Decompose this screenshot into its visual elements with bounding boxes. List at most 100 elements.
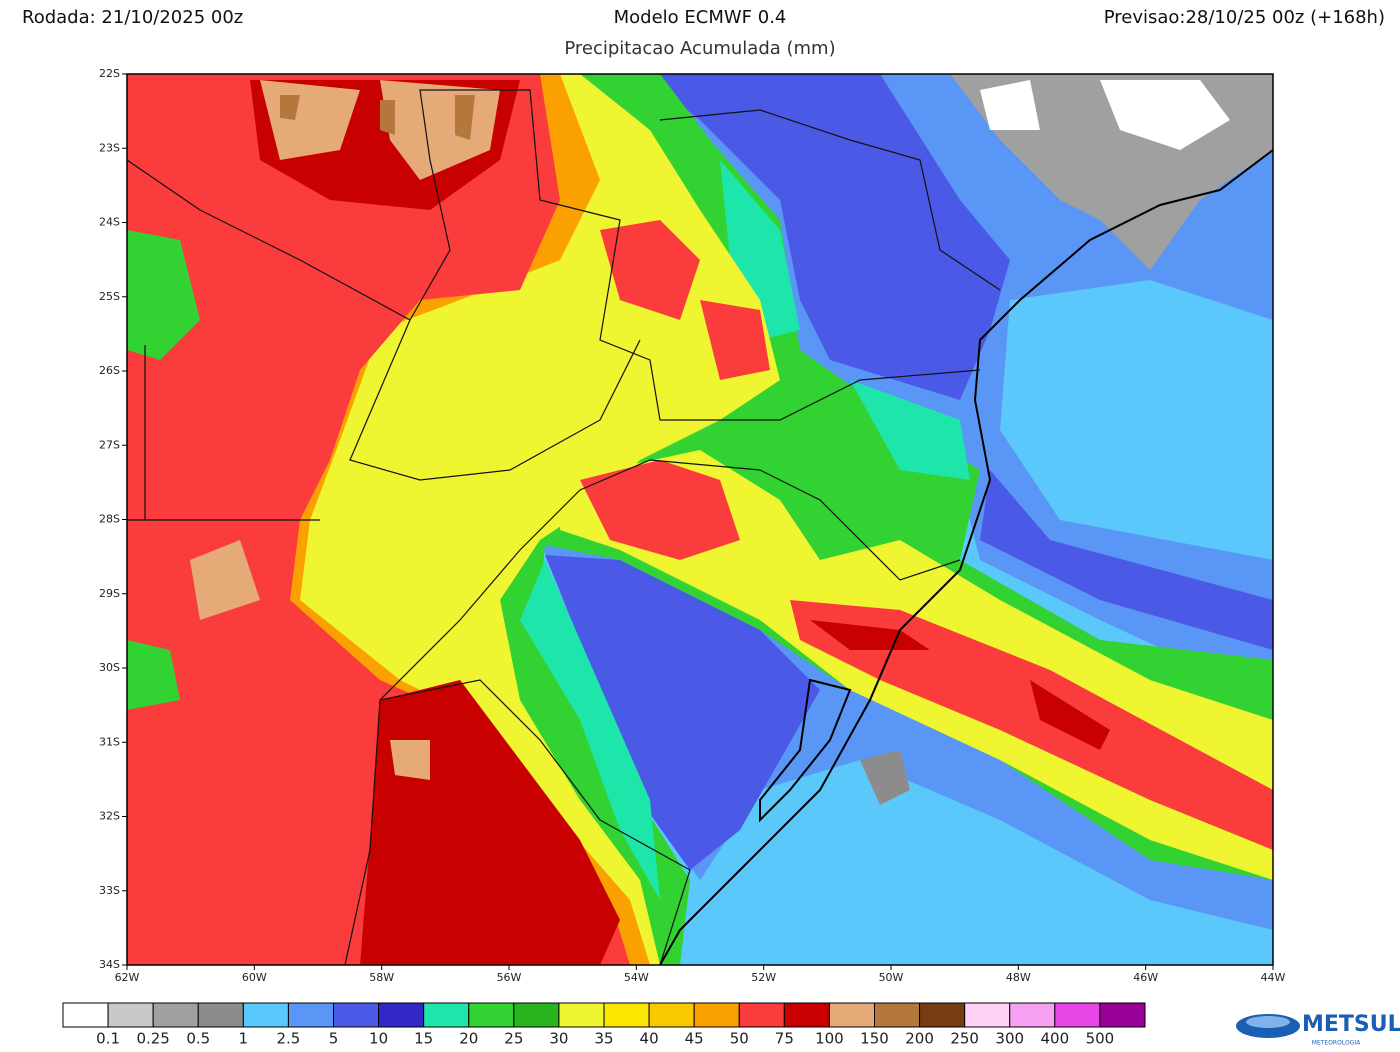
logo: METSUL METEOROLOGIA xyxy=(1236,1012,1400,1047)
forecast-label: Previsao:28/10/25 00z (+168h) xyxy=(1104,7,1385,28)
lat-label: 24S xyxy=(99,216,120,229)
colorbar-label: 200 xyxy=(905,1030,934,1048)
border xyxy=(127,345,320,521)
coastline xyxy=(659,149,1274,966)
colorbar-box xyxy=(1099,1002,1146,1028)
borders xyxy=(126,89,1274,966)
colorbar-label: 500 xyxy=(1086,1030,1115,1048)
colorbar-label: 300 xyxy=(995,1030,1024,1048)
field-tan xyxy=(190,80,500,780)
colorbar-box xyxy=(648,1002,695,1028)
colorbar-box xyxy=(378,1002,425,1028)
colorbar-box xyxy=(964,1002,1011,1028)
colorbar-label: 35 xyxy=(594,1030,613,1048)
colorbar-label: 20 xyxy=(459,1030,478,1048)
run-label: Rodada: 21/10/2025 00z xyxy=(22,7,243,28)
colorbar-label: 150 xyxy=(860,1030,889,1048)
colorbar-label: 2.5 xyxy=(276,1030,300,1048)
colorbar-box xyxy=(107,1002,154,1028)
colorbar-box xyxy=(1054,1002,1101,1028)
colorbar-label: 1 xyxy=(239,1030,249,1048)
colorbar-label: 75 xyxy=(775,1030,794,1048)
lat-label: 27S xyxy=(99,438,120,451)
colorbar-label: 0.5 xyxy=(186,1030,210,1048)
colorbar-box xyxy=(783,1002,830,1028)
border xyxy=(126,159,641,481)
colorbar-box xyxy=(874,1002,921,1028)
lon-label: 46W xyxy=(1133,971,1158,984)
model-label: Modelo ECMWF 0.4 xyxy=(614,7,787,28)
subtitle: Precipitacao Acumulada (mm) xyxy=(564,38,835,59)
border xyxy=(379,679,691,966)
lat-label: 29S xyxy=(99,587,120,600)
colorbar-box xyxy=(333,1002,380,1028)
lon-label: 48W xyxy=(1006,971,1031,984)
field-darkblue xyxy=(640,74,1010,400)
lon-label: 60W xyxy=(242,971,267,984)
colorbar-box xyxy=(287,1002,334,1028)
field-red xyxy=(127,74,630,965)
colorbar-box xyxy=(603,1002,650,1028)
colorbar-box xyxy=(738,1002,785,1028)
colorbar-box xyxy=(62,1002,109,1028)
lat-label: 28S xyxy=(99,513,120,526)
colorbar-label: 250 xyxy=(950,1030,979,1048)
lon-label: 58W xyxy=(369,971,394,984)
colorbar-label: 40 xyxy=(640,1030,659,1048)
colorbar-box xyxy=(197,1002,244,1028)
precip-field xyxy=(127,74,1273,965)
colorbar-label: 100 xyxy=(815,1030,844,1048)
colorbar-box xyxy=(919,1002,966,1028)
colorbar-box xyxy=(468,1002,515,1028)
colorbar: 0.1 0.25 0.5 1 2.5 5 10 15 20 25 30 35 40 45 50 75 100 15… xyxy=(62,1002,1146,1048)
lat-label: 25S xyxy=(99,290,120,303)
colorbar-label: 30 xyxy=(549,1030,568,1048)
logo-name: METSUL xyxy=(1302,1012,1400,1037)
colorbar-label: 5 xyxy=(329,1030,339,1048)
lat-label: 22S xyxy=(99,67,120,80)
lat-label: 23S xyxy=(99,141,120,154)
colorbar-box xyxy=(558,1002,605,1028)
lat-label: 30S xyxy=(99,661,120,674)
field-darkblue xyxy=(980,470,1273,650)
border xyxy=(409,89,981,421)
field-gray xyxy=(860,750,910,805)
border xyxy=(659,109,1001,291)
colorbar-box xyxy=(152,1002,199,1028)
lon-label: 52W xyxy=(751,971,776,984)
lon-label: 50W xyxy=(879,971,904,984)
lat-label: 26S xyxy=(99,364,120,377)
field-red xyxy=(580,220,770,560)
logo-globe-highlight xyxy=(1246,1016,1290,1028)
colorbar-label: 0.1 xyxy=(96,1030,120,1048)
colorbar-label: 0.25 xyxy=(136,1030,169,1048)
colorbar-box xyxy=(242,1002,289,1028)
colorbar-box xyxy=(693,1002,740,1028)
state-border xyxy=(344,459,961,966)
field-red xyxy=(790,600,1273,850)
colorbar-box xyxy=(513,1002,560,1028)
colorbar-box xyxy=(423,1002,470,1028)
lat-label: 33S xyxy=(99,884,120,897)
colorbar-label: 50 xyxy=(730,1030,749,1048)
lon-label: 44W xyxy=(1261,971,1286,984)
logo-tagline: METEOROLOGIA xyxy=(1312,1040,1361,1047)
lat-label: 32S xyxy=(99,810,120,823)
colorbar-label: 45 xyxy=(685,1030,704,1048)
lon-label: 56W xyxy=(497,971,522,984)
colorbar-box xyxy=(828,1002,876,1028)
lat-label: 34S xyxy=(99,958,120,971)
map-ticks: 22S23S24S25S26S27S28S29S30S31S32S33S34S6… xyxy=(99,67,1286,984)
colorbar-box xyxy=(1009,1002,1056,1028)
field-brown xyxy=(280,95,475,140)
colorbar-label: 400 xyxy=(1041,1030,1070,1048)
colorbar-label: 10 xyxy=(369,1030,388,1048)
lat-label: 31S xyxy=(99,735,120,748)
lagoon xyxy=(759,678,852,823)
field-darkblue xyxy=(545,555,820,870)
colorbar-label: 15 xyxy=(414,1030,433,1048)
lon-label: 62W xyxy=(115,971,140,984)
field-white xyxy=(980,80,1230,150)
